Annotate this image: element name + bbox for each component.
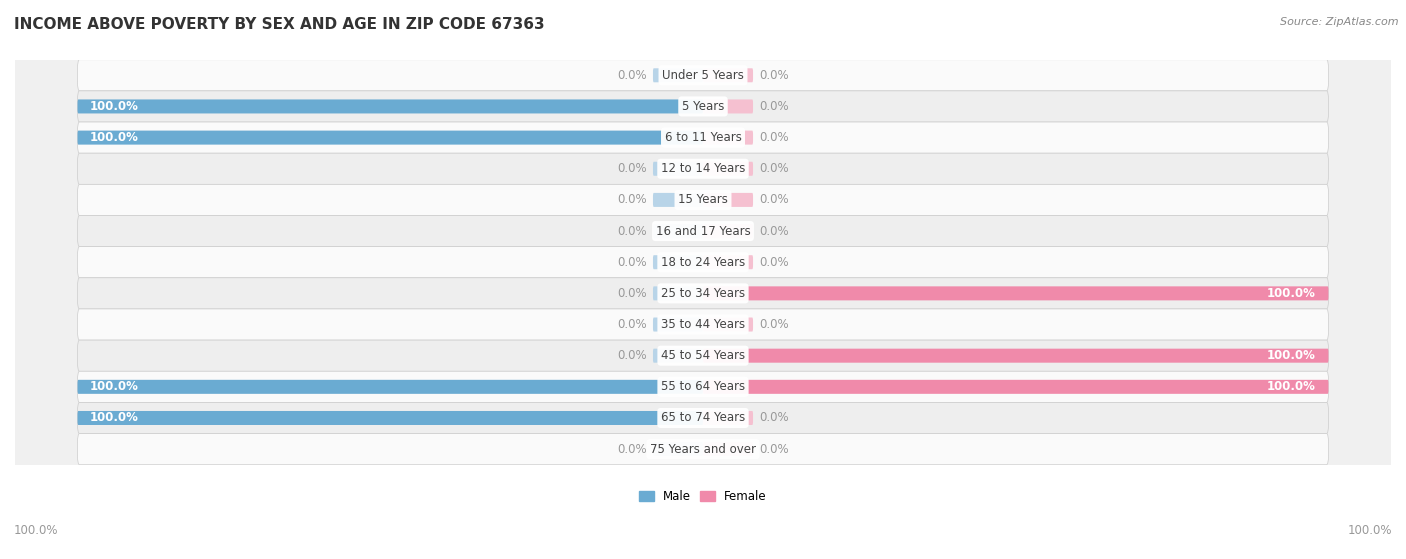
Text: 16 and 17 Years: 16 and 17 Years [655,225,751,238]
Text: 12 to 14 Years: 12 to 14 Years [661,162,745,176]
FancyBboxPatch shape [703,193,754,207]
Text: 0.0%: 0.0% [617,69,647,82]
FancyBboxPatch shape [77,91,1329,122]
FancyBboxPatch shape [77,309,1329,340]
FancyBboxPatch shape [77,371,1329,402]
FancyBboxPatch shape [652,286,703,300]
Text: 65 to 74 Years: 65 to 74 Years [661,411,745,424]
FancyBboxPatch shape [703,131,754,145]
FancyBboxPatch shape [77,100,703,113]
Text: 0.0%: 0.0% [617,287,647,300]
FancyBboxPatch shape [703,224,754,238]
FancyBboxPatch shape [652,255,703,269]
FancyBboxPatch shape [703,286,1329,300]
Text: 18 to 24 Years: 18 to 24 Years [661,255,745,269]
Text: 100.0%: 100.0% [90,131,139,144]
Text: 0.0%: 0.0% [759,255,789,269]
Text: 0.0%: 0.0% [759,131,789,144]
Text: 75 Years and over: 75 Years and over [650,443,756,456]
Text: 100.0%: 100.0% [1267,380,1316,394]
Text: 100.0%: 100.0% [14,524,59,537]
FancyBboxPatch shape [703,380,1329,394]
Text: 100.0%: 100.0% [90,411,139,424]
Text: 35 to 44 Years: 35 to 44 Years [661,318,745,331]
FancyBboxPatch shape [77,184,1329,215]
FancyBboxPatch shape [703,411,754,425]
Text: 0.0%: 0.0% [759,411,789,424]
FancyBboxPatch shape [77,131,703,145]
Text: 0.0%: 0.0% [617,255,647,269]
Text: 15 Years: 15 Years [678,193,728,206]
Text: 0.0%: 0.0% [617,225,647,238]
Text: 0.0%: 0.0% [759,443,789,456]
FancyBboxPatch shape [703,68,754,82]
FancyBboxPatch shape [77,215,1329,247]
FancyBboxPatch shape [652,68,703,82]
Text: 0.0%: 0.0% [759,69,789,82]
FancyBboxPatch shape [77,247,1329,278]
FancyBboxPatch shape [703,255,754,269]
Text: 6 to 11 Years: 6 to 11 Years [665,131,741,144]
Text: Under 5 Years: Under 5 Years [662,69,744,82]
Text: 45 to 54 Years: 45 to 54 Years [661,349,745,362]
Text: 0.0%: 0.0% [759,225,789,238]
FancyBboxPatch shape [77,434,1329,465]
Text: 0.0%: 0.0% [759,100,789,113]
Text: 55 to 64 Years: 55 to 64 Years [661,380,745,394]
FancyBboxPatch shape [652,442,703,456]
Text: 0.0%: 0.0% [617,193,647,206]
Text: 0.0%: 0.0% [759,318,789,331]
Text: 100.0%: 100.0% [1267,349,1316,362]
Text: 0.0%: 0.0% [759,162,789,176]
Text: 0.0%: 0.0% [617,349,647,362]
FancyBboxPatch shape [652,162,703,176]
Text: 5 Years: 5 Years [682,100,724,113]
Text: 25 to 34 Years: 25 to 34 Years [661,287,745,300]
Text: 100.0%: 100.0% [90,100,139,113]
Text: 100.0%: 100.0% [1347,524,1392,537]
FancyBboxPatch shape [77,380,703,394]
FancyBboxPatch shape [77,340,1329,371]
FancyBboxPatch shape [703,100,754,113]
Text: 0.0%: 0.0% [617,318,647,331]
FancyBboxPatch shape [77,60,1329,91]
FancyBboxPatch shape [703,349,1329,363]
Legend: Male, Female: Male, Female [634,485,772,508]
Text: 100.0%: 100.0% [90,380,139,394]
FancyBboxPatch shape [652,318,703,331]
FancyBboxPatch shape [77,402,1329,434]
Text: 100.0%: 100.0% [1267,287,1316,300]
Text: 0.0%: 0.0% [617,162,647,176]
Text: 0.0%: 0.0% [617,443,647,456]
Text: INCOME ABOVE POVERTY BY SEX AND AGE IN ZIP CODE 67363: INCOME ABOVE POVERTY BY SEX AND AGE IN Z… [14,17,544,32]
FancyBboxPatch shape [77,153,1329,184]
Text: 0.0%: 0.0% [759,193,789,206]
FancyBboxPatch shape [77,411,703,425]
FancyBboxPatch shape [652,193,703,207]
FancyBboxPatch shape [703,442,754,456]
FancyBboxPatch shape [703,318,754,331]
FancyBboxPatch shape [77,122,1329,153]
FancyBboxPatch shape [652,224,703,238]
FancyBboxPatch shape [77,278,1329,309]
FancyBboxPatch shape [652,349,703,363]
Text: Source: ZipAtlas.com: Source: ZipAtlas.com [1281,17,1399,27]
FancyBboxPatch shape [703,162,754,176]
